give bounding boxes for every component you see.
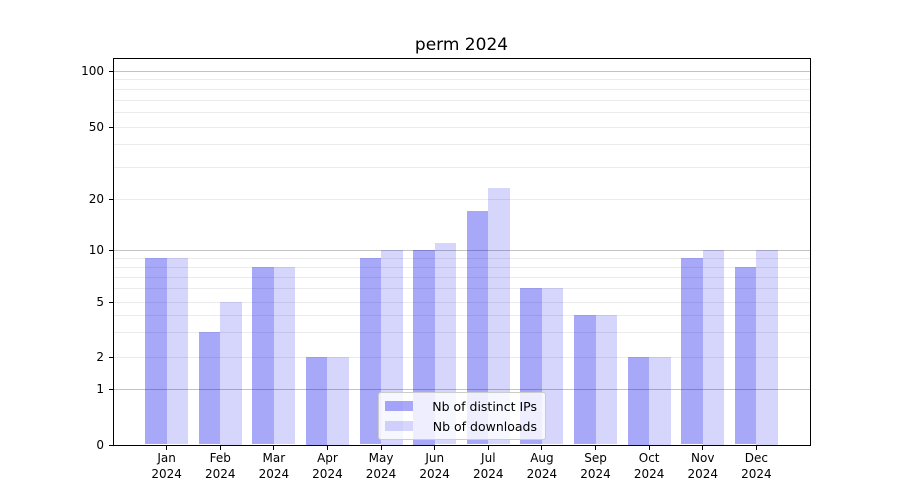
y-minor-gridline <box>113 257 810 259</box>
bar-apr-distinct-ips <box>306 356 328 445</box>
y-tick-mark <box>109 388 113 390</box>
y-tick-label: 5 <box>96 294 104 309</box>
y-tick-label: 50 <box>88 119 104 134</box>
y-minor-gridline <box>113 79 810 81</box>
y-tick-mark <box>109 356 113 358</box>
y-minor-gridline <box>113 166 810 168</box>
y-tick-mark <box>109 301 113 303</box>
legend-item-distinct-ips: Nb of distinct IPs <box>385 399 537 414</box>
bar-nov-downloads <box>702 250 725 445</box>
x-tick-label: Nov 2024 <box>687 450 719 482</box>
y-tick-mark <box>109 71 113 72</box>
axis-spine-right <box>810 58 811 446</box>
axis-spine-bottom <box>113 444 810 446</box>
x-tick-label: Apr 2024 <box>312 450 343 482</box>
y-tick-label: 100 <box>81 64 104 78</box>
x-tick-label: Mar 2024 <box>258 450 290 482</box>
x-tick-label: Dec 2024 <box>741 450 772 482</box>
y-minor-gridline <box>113 99 810 101</box>
x-tick-mark <box>219 445 221 450</box>
bar-jan-distinct-ips <box>145 257 167 445</box>
y-minor-gridline <box>113 111 810 113</box>
y-minor-gridline <box>113 144 810 146</box>
x-tick-mark <box>595 445 597 450</box>
y-tick-label: 1 <box>96 381 104 396</box>
bar-sep-downloads <box>595 314 617 445</box>
y-minor-gridline <box>113 126 810 128</box>
y-minor-gridline <box>113 332 810 334</box>
bar-oct-downloads <box>649 356 671 445</box>
legend-label-distinct-ips: Nb of distinct IPs <box>432 398 537 414</box>
x-tick-mark <box>380 445 382 450</box>
y-tick-label: 20 <box>88 191 104 206</box>
x-tick-mark <box>166 445 168 450</box>
y-tick-label: 0 <box>96 437 104 452</box>
x-tick-mark <box>326 445 328 450</box>
axis-spine-left <box>113 58 114 446</box>
bar-apr-downloads <box>327 356 349 445</box>
y-tick-label: 10 <box>88 243 104 257</box>
bar-feb-distinct-ips <box>198 332 221 445</box>
y-tick-mark <box>109 126 113 128</box>
x-tick-label: May 2024 <box>365 450 397 482</box>
bar-nov-distinct-ips <box>681 257 703 445</box>
legend-swatch-distinct-ips <box>385 401 413 411</box>
bar-mar-downloads <box>273 266 296 445</box>
y-tick-label: 2 <box>96 349 104 364</box>
bar-feb-downloads <box>220 301 242 445</box>
bar-oct-distinct-ips <box>627 356 650 445</box>
y-tick-mark <box>109 444 113 446</box>
x-tick-mark <box>273 445 275 450</box>
y-minor-gridline <box>113 356 810 358</box>
y-minor-gridline <box>113 314 810 316</box>
bar-may-distinct-ips <box>359 257 382 445</box>
bar-aug-downloads <box>541 287 564 445</box>
y-minor-gridline <box>113 198 810 200</box>
bar-dec-distinct-ips <box>734 266 757 445</box>
x-tick-mark <box>648 445 650 450</box>
bar-jul-distinct-ips <box>466 210 489 445</box>
y-major-gridline <box>113 250 810 251</box>
legend-label-downloads: Nb of downloads <box>432 418 537 434</box>
y-minor-gridline <box>113 301 810 303</box>
bar-jul-downloads <box>488 187 510 445</box>
x-tick-mark <box>702 445 704 450</box>
y-minor-gridline <box>113 88 810 90</box>
x-tick-mark <box>434 445 436 450</box>
x-tick-label: Jun 2024 <box>419 450 450 482</box>
legend-item-downloads: Nb of downloads <box>385 419 537 434</box>
bar-mar-distinct-ips <box>252 266 274 445</box>
legend-swatch-downloads <box>385 421 413 431</box>
bar-dec-downloads <box>756 250 778 445</box>
y-major-gridline <box>113 71 810 72</box>
x-tick-label: Oct 2024 <box>633 450 665 482</box>
legend: Nb of distinct IPs Nb of downloads <box>378 392 546 440</box>
x-tick-label: Aug 2024 <box>526 450 558 482</box>
x-tick-label: Sep 2024 <box>580 450 611 482</box>
chart-title: perm 2024 <box>414 35 509 55</box>
y-tick-mark <box>109 250 113 251</box>
x-tick-mark <box>487 445 489 450</box>
y-major-gridline <box>113 388 810 390</box>
x-tick-mark <box>755 445 757 450</box>
y-minor-gridline <box>113 287 810 289</box>
y-minor-gridline <box>113 276 810 278</box>
bar-jan-downloads <box>166 257 189 445</box>
y-minor-gridline <box>113 266 810 268</box>
axis-spine-top <box>113 58 810 59</box>
x-tick-label: Jan 2024 <box>151 450 182 482</box>
x-tick-label: Jul 2024 <box>473 450 504 482</box>
x-tick-mark <box>541 445 543 450</box>
x-tick-label: Feb 2024 <box>204 450 236 482</box>
y-tick-mark <box>109 198 113 200</box>
bar-sep-distinct-ips <box>574 314 596 445</box>
